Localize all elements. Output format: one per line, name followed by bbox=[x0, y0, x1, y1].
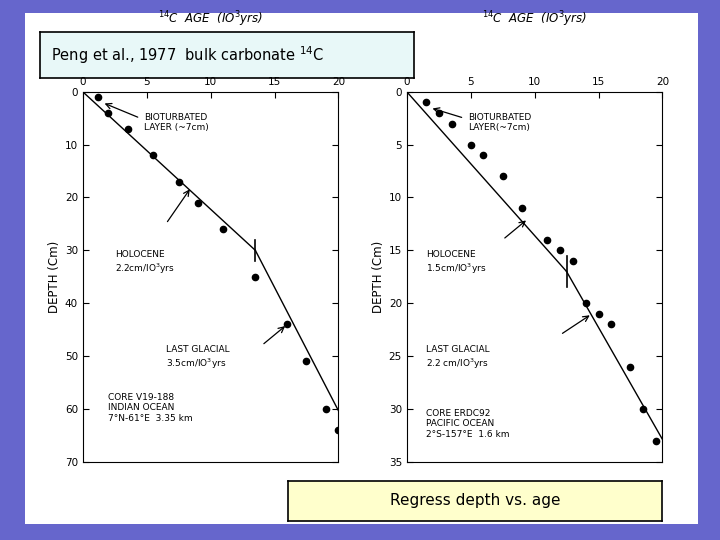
Text: LAST GLACIAL
3.5cm/IO$^3$yrs: LAST GLACIAL 3.5cm/IO$^3$yrs bbox=[166, 346, 230, 371]
Y-axis label: DEPTH (Cm): DEPTH (Cm) bbox=[48, 241, 60, 313]
Text: CORE V19-188
INDIAN OCEAN
7°N-61°E  3.35 km: CORE V19-188 INDIAN OCEAN 7°N-61°E 3.35 … bbox=[108, 393, 193, 423]
Text: CORE ERDC92
PACIFIC OCEAN
2°S-157°E  1.6 km: CORE ERDC92 PACIFIC OCEAN 2°S-157°E 1.6 … bbox=[426, 409, 510, 438]
Text: $^{14}$C  AGE  (IO$^3$yrs): $^{14}$C AGE (IO$^3$yrs) bbox=[482, 9, 587, 29]
Y-axis label: DEPTH (Cm): DEPTH (Cm) bbox=[372, 241, 384, 313]
Text: HOLOCENE
2.2cm/IO$^3$yrs: HOLOCENE 2.2cm/IO$^3$yrs bbox=[114, 251, 175, 276]
Text: Peng et al., 1977  bulk carbonate $^{14}$C: Peng et al., 1977 bulk carbonate $^{14}$… bbox=[51, 44, 324, 66]
Text: Regress depth vs. age: Regress depth vs. age bbox=[390, 494, 560, 508]
Text: HOLOCENE
1.5cm/IO$^3$yrs: HOLOCENE 1.5cm/IO$^3$yrs bbox=[426, 251, 487, 276]
Text: $^{14}$C  AGE  (IO$^3$yrs): $^{14}$C AGE (IO$^3$yrs) bbox=[158, 9, 263, 29]
Text: BIOTURBATED
LAYER(~7cm): BIOTURBATED LAYER(~7cm) bbox=[468, 113, 531, 132]
Text: LAST GLACIAL
2.2 cm/IO$^3$yrs: LAST GLACIAL 2.2 cm/IO$^3$yrs bbox=[426, 346, 490, 371]
Text: BIOTURBATED
LAYER (~7cm): BIOTURBATED LAYER (~7cm) bbox=[144, 113, 209, 132]
